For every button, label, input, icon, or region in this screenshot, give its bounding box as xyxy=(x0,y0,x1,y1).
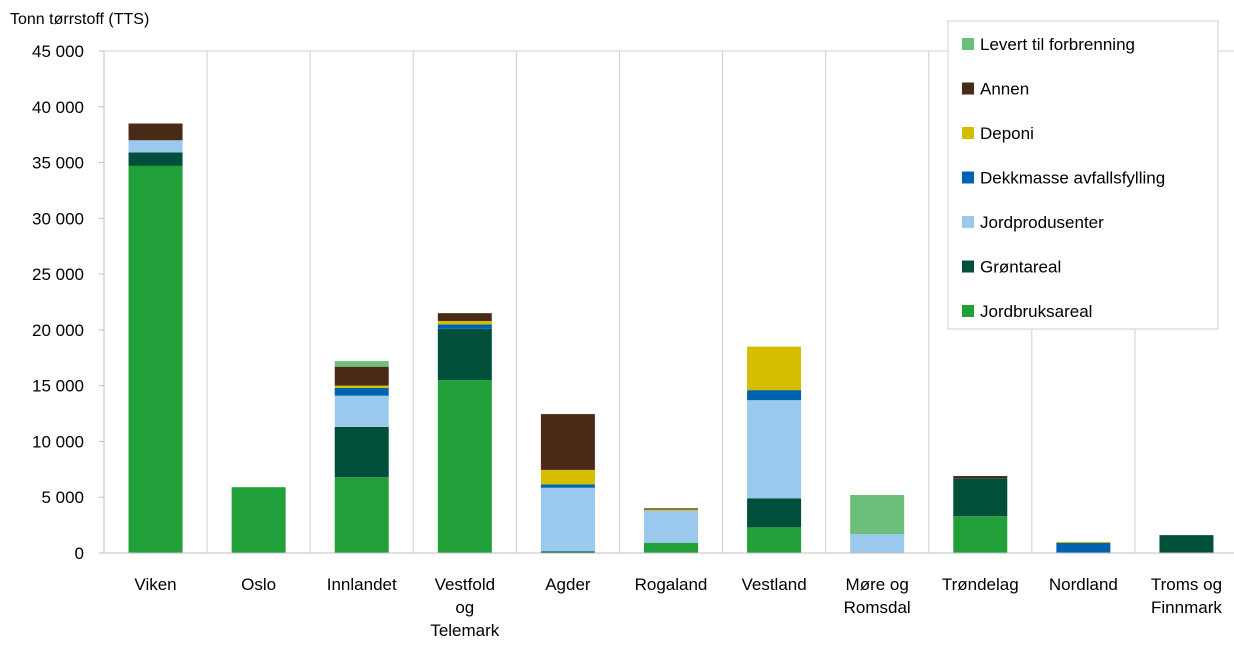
bar-segment xyxy=(231,487,286,553)
bar-segment xyxy=(953,476,1008,479)
y-tick-label: 45 000 xyxy=(32,42,84,61)
legend-swatch xyxy=(962,216,974,228)
bar-segment xyxy=(437,328,492,381)
bar-segment xyxy=(1159,535,1214,553)
bar-segment xyxy=(747,400,802,499)
x-category-label: Trøndelag xyxy=(942,575,1019,594)
bar-segment xyxy=(128,123,183,141)
axes xyxy=(99,50,1234,554)
bar-segment xyxy=(437,324,492,329)
x-category-label: Troms og Finnmark xyxy=(1151,575,1223,617)
bar-segment xyxy=(850,534,905,553)
y-tick-label: 15 000 xyxy=(32,377,84,396)
bar-segment xyxy=(334,361,389,367)
y-tick-label: 25 000 xyxy=(32,265,84,284)
y-tick-label: 20 000 xyxy=(32,321,84,340)
legend-entry: Jordbruksareal xyxy=(980,302,1092,321)
y-tick-label: 5 000 xyxy=(41,488,84,507)
bar-segment xyxy=(437,380,492,553)
bar-segment xyxy=(747,390,802,401)
bar-segment xyxy=(334,385,389,388)
bar-segment xyxy=(540,487,595,552)
bar-segment xyxy=(540,414,595,470)
x-category-label: Nordland xyxy=(1049,575,1118,594)
y-tick-label: 10 000 xyxy=(32,432,84,451)
bar-segment xyxy=(540,469,595,485)
bar-segment xyxy=(437,320,492,325)
bar-segment xyxy=(437,313,492,321)
y-tick-labels: 0 5 000 10 000 15 000 20 000 25 000 30 000 35 0… xyxy=(32,42,84,563)
legend-swatch xyxy=(962,305,974,317)
bar-segment xyxy=(747,527,802,553)
bar-segment xyxy=(1056,542,1111,553)
bar-segment xyxy=(644,509,698,511)
bar-segment xyxy=(128,152,183,166)
bar-segment xyxy=(334,477,389,553)
bar-segment xyxy=(644,510,698,543)
bar-segment xyxy=(334,387,389,396)
x-category-label: Møre og Romsdal xyxy=(844,575,911,617)
bar-segment xyxy=(953,516,1008,553)
bar-segment xyxy=(953,478,1008,517)
x-category-label: Vestfold og Telemark xyxy=(430,575,499,640)
legend-entry: Levert til forbrenning xyxy=(980,35,1135,54)
legend: Levert til forbrenning Annen Deponi Dekkmas… xyxy=(947,20,1219,330)
legend-entry: Dekkmasse avfallsfylling xyxy=(980,169,1165,188)
legend-swatch xyxy=(962,82,974,95)
y-tick-label: 35 000 xyxy=(32,154,84,173)
legend-entry: Deponi xyxy=(980,124,1034,143)
bar-segment xyxy=(128,165,183,553)
legend-swatch xyxy=(962,127,974,139)
bar-segment xyxy=(644,542,698,553)
x-category-label: Innlandet xyxy=(327,575,397,594)
bar-segment xyxy=(1056,541,1111,543)
bar-segment xyxy=(334,395,389,427)
bar-segment xyxy=(540,484,595,488)
x-category-label: Rogaland xyxy=(635,575,708,594)
bar-segment xyxy=(334,426,389,478)
y-tick-label: 30 000 xyxy=(32,209,84,228)
bar-segment xyxy=(850,494,905,535)
x-category-label: Agder xyxy=(545,575,591,594)
y-tick-label: 0 xyxy=(75,544,84,563)
legend-swatch xyxy=(962,171,974,184)
legend-entry: Jordprodusenter xyxy=(980,213,1104,232)
legend-swatch xyxy=(962,260,974,273)
bar-segment xyxy=(747,346,802,391)
bar-segment xyxy=(334,366,389,386)
x-category-label: Vestland xyxy=(741,575,806,594)
y-tick-label: 40 000 xyxy=(32,98,84,117)
legend-swatch xyxy=(962,38,974,50)
legend-box xyxy=(947,20,1219,330)
bar-segment xyxy=(128,140,183,153)
x-category-labels: Viken Oslo Innlandet Vestfold og Telemark Agde… xyxy=(134,575,1222,640)
bar-segment xyxy=(644,508,698,510)
legend-entry: Grøntareal xyxy=(980,258,1061,277)
legend-entry: Annen xyxy=(980,80,1029,99)
bar-segment xyxy=(540,551,595,553)
y-axis-label: Tonn tørrstoff (TTS) xyxy=(10,11,150,28)
bars xyxy=(128,123,1214,553)
x-category-label: Viken xyxy=(134,575,176,594)
x-category-label: Oslo xyxy=(241,575,276,594)
bar-segment xyxy=(747,498,802,528)
